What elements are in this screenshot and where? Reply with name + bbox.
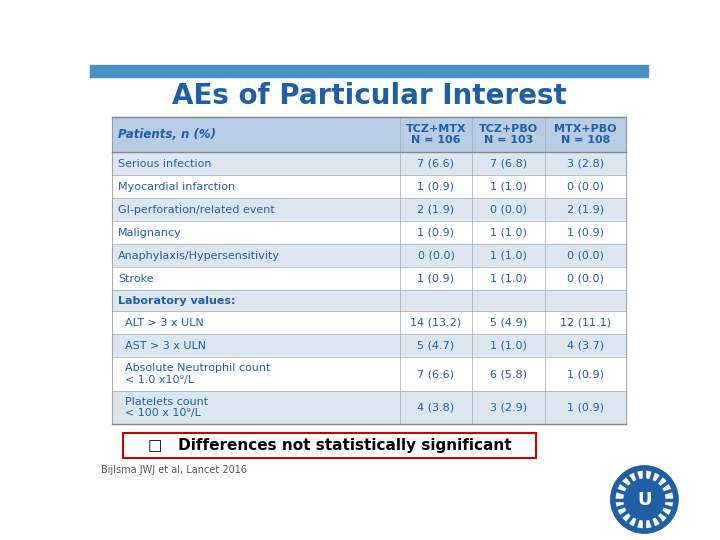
Circle shape xyxy=(611,466,678,533)
Text: 4 (3.8): 4 (3.8) xyxy=(418,403,454,413)
Text: 7 (6.6): 7 (6.6) xyxy=(418,159,454,168)
Text: Laboratory values:: Laboratory values: xyxy=(118,296,235,306)
Text: 0 (0.0): 0 (0.0) xyxy=(567,251,603,261)
Text: 12 (11.1): 12 (11.1) xyxy=(559,318,611,328)
Text: Serious infection: Serious infection xyxy=(118,159,212,168)
Text: MTX+PBO
N = 108: MTX+PBO N = 108 xyxy=(554,124,616,145)
Text: AEs of Particular Interest: AEs of Particular Interest xyxy=(171,82,567,110)
Text: U: U xyxy=(637,491,652,509)
Text: 1 (0.9): 1 (0.9) xyxy=(418,227,454,238)
Text: 0 (0.0): 0 (0.0) xyxy=(490,205,527,214)
Text: 0 (0.0): 0 (0.0) xyxy=(567,274,603,284)
Text: 6 (5.8): 6 (5.8) xyxy=(490,369,527,379)
Text: □   Differences not statistically significant: □ Differences not statistically signific… xyxy=(148,438,512,453)
Circle shape xyxy=(616,471,672,528)
Text: 2 (1.9): 2 (1.9) xyxy=(418,205,454,214)
Bar xyxy=(112,198,626,221)
Bar xyxy=(112,391,626,424)
Circle shape xyxy=(624,479,665,520)
Text: Stroke: Stroke xyxy=(118,274,153,284)
Text: Bijlsma JWJ et al, Lancet 2016: Bijlsma JWJ et al, Lancet 2016 xyxy=(101,465,247,475)
Text: 1 (0.9): 1 (0.9) xyxy=(567,227,604,238)
Text: Absolute Neutrophil count
  < 1.0 x10⁹/L: Absolute Neutrophil count < 1.0 x10⁹/L xyxy=(118,363,270,385)
Text: Anaphylaxis/Hypersensitivity: Anaphylaxis/Hypersensitivity xyxy=(118,251,280,261)
Text: ALT > 3 x ULN: ALT > 3 x ULN xyxy=(118,318,204,328)
Bar xyxy=(112,175,626,198)
Text: 1 (0.9): 1 (0.9) xyxy=(418,181,454,192)
Text: 3 (2.8): 3 (2.8) xyxy=(567,159,604,168)
Bar xyxy=(112,334,626,357)
FancyBboxPatch shape xyxy=(124,433,536,458)
Text: 5 (4.9): 5 (4.9) xyxy=(490,318,527,328)
Bar xyxy=(112,244,626,267)
Text: 1 (1.0): 1 (1.0) xyxy=(490,181,527,192)
Bar xyxy=(112,117,626,152)
Bar xyxy=(112,221,626,244)
Bar xyxy=(112,152,626,175)
Text: 5 (4.7): 5 (4.7) xyxy=(418,341,454,351)
Text: 1 (1.0): 1 (1.0) xyxy=(490,227,527,238)
Text: 3 (2.9): 3 (2.9) xyxy=(490,403,527,413)
Text: 1 (0.9): 1 (0.9) xyxy=(567,403,604,413)
Text: 1 (0.9): 1 (0.9) xyxy=(418,274,454,284)
Text: 0 (0.0): 0 (0.0) xyxy=(567,181,603,192)
Text: 14 (13.2): 14 (13.2) xyxy=(410,318,462,328)
Text: Platelets count
  < 100 x 10⁹/L: Platelets count < 100 x 10⁹/L xyxy=(118,397,208,418)
Text: GI-perforation/related event: GI-perforation/related event xyxy=(118,205,274,214)
Text: 7 (6.8): 7 (6.8) xyxy=(490,159,527,168)
Text: Myocardial infarction: Myocardial infarction xyxy=(118,181,235,192)
Text: 7 (6.6): 7 (6.6) xyxy=(418,369,454,379)
Text: TCZ+PBO
N = 103: TCZ+PBO N = 103 xyxy=(479,124,538,145)
Text: 1 (0.9): 1 (0.9) xyxy=(567,369,604,379)
Text: AST > 3 x ULN: AST > 3 x ULN xyxy=(118,341,206,351)
Text: 1 (1.0): 1 (1.0) xyxy=(490,251,527,261)
Bar xyxy=(112,357,626,391)
Text: Patients, n (%): Patients, n (%) xyxy=(118,128,216,141)
Text: TCZ+MTX
N = 106: TCZ+MTX N = 106 xyxy=(405,124,467,145)
Text: 1 (1.0): 1 (1.0) xyxy=(490,341,527,351)
Bar xyxy=(112,290,626,311)
Text: 4 (3.7): 4 (3.7) xyxy=(567,341,604,351)
Text: Malignancy: Malignancy xyxy=(118,227,181,238)
Bar xyxy=(90,65,648,77)
Bar xyxy=(112,267,626,290)
Text: 1 (1.0): 1 (1.0) xyxy=(490,274,527,284)
Text: 0 (0.0): 0 (0.0) xyxy=(418,251,454,261)
Bar xyxy=(112,311,626,334)
Text: 2 (1.9): 2 (1.9) xyxy=(567,205,604,214)
